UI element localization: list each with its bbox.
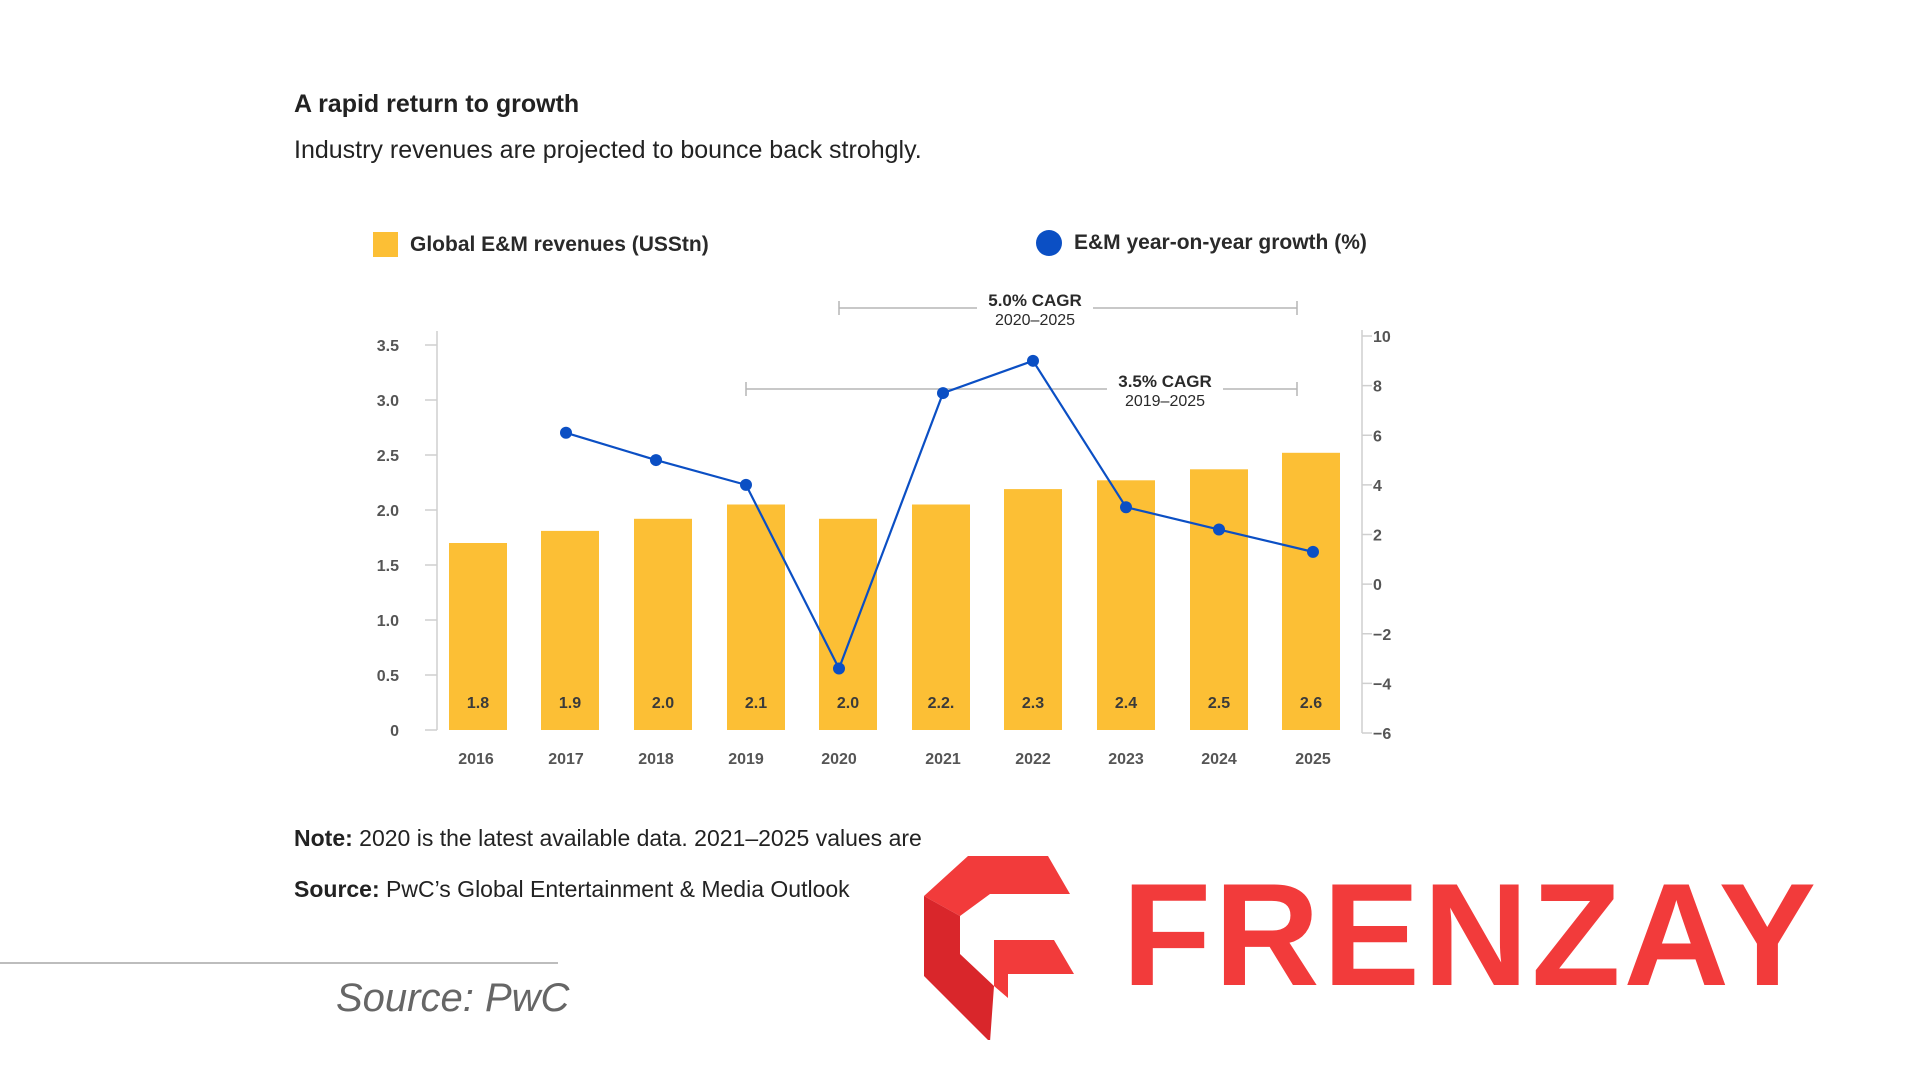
growth-point [1120, 501, 1132, 514]
right-axis-tick-label: −4 [1373, 676, 1391, 693]
x-axis-label: 2022 [1015, 751, 1051, 768]
revenue-bar [1004, 489, 1062, 730]
growth-point [1027, 354, 1039, 367]
x-axis-label: 2017 [548, 751, 584, 768]
right-axis-tick-label: 2 [1373, 528, 1382, 545]
bar-value-label: 2.5 [1208, 695, 1230, 712]
source-label: Source: [294, 876, 380, 902]
x-axis-label: 2023 [1108, 751, 1144, 768]
growth-point [833, 662, 845, 675]
bar-value-label: 2.0 [837, 695, 859, 712]
bar-value-label: 2.0 [652, 695, 674, 712]
bar-value-label: 2.1 [745, 695, 767, 712]
note-text: 2020 is the latest available data. 2021–… [359, 825, 1028, 851]
left-axis-tick-label: 0.5 [377, 668, 399, 685]
revenue-bar [912, 504, 970, 730]
revenue-bar [1190, 469, 1248, 730]
revenue-bar [1097, 480, 1155, 730]
left-axis-tick-label: 2.0 [377, 503, 399, 520]
left-axis-tick-label: 0 [390, 723, 399, 740]
right-axis-tick-label: 8 [1373, 379, 1382, 396]
x-axis-label: 2020 [821, 751, 857, 768]
bar-value-label: 2.6 [1300, 695, 1322, 712]
revenue-bar [541, 530, 599, 730]
cagr-period: 2019–2025 [1125, 393, 1205, 410]
x-axis-label: 2018 [638, 751, 674, 768]
bar-value-label: 2.4 [1115, 695, 1137, 712]
left-axis-tick-label: 2.5 [377, 448, 399, 465]
legend-bars: Global E&M revenues (USStn) [373, 232, 709, 257]
legend-line: E&M year-on-year growth (%) [1036, 230, 1367, 256]
left-axis-tick-label: 1.0 [377, 613, 399, 630]
footer-source: Source: PwC [336, 976, 570, 1020]
right-axis-tick-label: −2 [1373, 627, 1391, 644]
bar-value-label: 2.3 [1022, 695, 1044, 712]
left-axis-tick-label: 3.0 [377, 393, 399, 410]
cagr-label-backdrop [1107, 367, 1223, 411]
right-axis-tick-label: 4 [1373, 478, 1382, 495]
cagr-period: 2020–2025 [995, 312, 1075, 329]
growth-point [560, 426, 572, 439]
bar-value-label: 2.2. [928, 695, 955, 712]
footer-divider [0, 962, 558, 964]
cagr-label-backdrop [977, 286, 1093, 330]
note-label: Note: [294, 825, 353, 851]
revenue-bar [449, 543, 507, 730]
frenzay-logo-icon [924, 856, 1074, 1040]
x-axis-label: 2021 [925, 751, 961, 768]
revenue-bar [1282, 452, 1340, 730]
note-line: Note: 2020 is the latest available data.… [294, 825, 1028, 852]
watermark-text: FRENZAY [1122, 853, 1820, 1016]
growth-point [1213, 523, 1225, 536]
revenue-bar [819, 518, 877, 730]
combo-chart: 0 0.5 1.0 1.5 2.0 2.5 3.0 3.5 10 8 6 4 2 0 −2 −4 −6 1.8 1.… [376, 286, 1392, 768]
bar-value-label: 1.9 [559, 695, 581, 712]
x-axis-label: 2019 [728, 751, 764, 768]
legend-bar-swatch [373, 232, 398, 257]
x-axis-label: 2024 [1201, 751, 1237, 768]
x-axis-label: 2016 [458, 751, 494, 768]
cagr-label: 3.5% CAGR [1118, 372, 1212, 391]
source-line: Source: PwC’s Global Entertainment & Med… [294, 876, 850, 903]
right-axis-tick-label: 6 [1373, 428, 1382, 445]
growth-point [1307, 545, 1319, 558]
legend-line-label: E&M year-on-year growth (%) [1074, 231, 1367, 254]
growth-point [937, 387, 949, 400]
left-axis-tick-label: 1.5 [377, 558, 399, 575]
right-axis-tick-label: 10 [1373, 329, 1391, 346]
x-axis-label: 2025 [1295, 751, 1331, 768]
source-text: PwC’s Global Entertainment & Media Outlo… [386, 876, 850, 902]
bar-value-label: 1.8 [467, 695, 489, 712]
revenue-bar [634, 518, 692, 730]
right-axis-tick-label: 0 [1373, 577, 1382, 594]
cagr-label: 5.0% CAGR [988, 291, 1082, 310]
right-axis-tick-label: −6 [1373, 726, 1391, 743]
chart-title: A rapid return to growth [294, 90, 580, 118]
legend-bars-label: Global E&M revenues (USStn) [410, 232, 709, 256]
legend-line-swatch [1036, 230, 1062, 256]
chart-subtitle: Industry revenues are projected to bounc… [294, 136, 922, 164]
left-axis-tick-label: 3.5 [377, 338, 399, 355]
growth-point [650, 454, 662, 467]
growth-point [740, 478, 752, 491]
